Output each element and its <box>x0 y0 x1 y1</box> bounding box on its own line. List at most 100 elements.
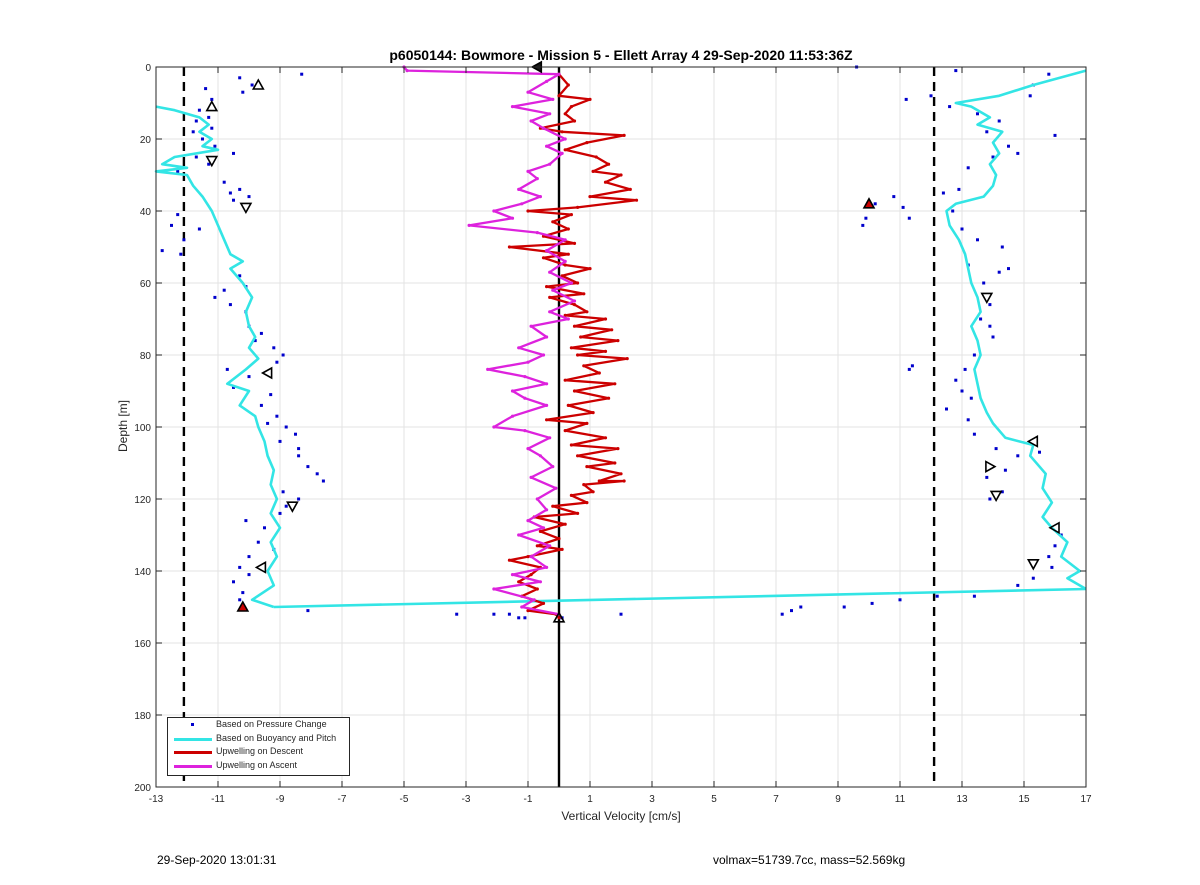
descent-line-point <box>594 155 598 159</box>
descent-line-point <box>541 601 546 606</box>
pressure-change-point <box>1047 555 1051 559</box>
pressure-change-point <box>1047 72 1051 76</box>
pressure-change-point <box>780 612 784 616</box>
pressure-change-point <box>492 612 496 616</box>
triangle-marker <box>205 155 219 168</box>
ascent-line-point <box>554 486 558 490</box>
descent-line-point <box>582 292 586 296</box>
pressure-change-point <box>991 335 995 339</box>
descent-line-point <box>591 411 595 415</box>
pressure-change-point <box>300 72 304 76</box>
pressure-change-point <box>1007 144 1010 148</box>
descent-line-point <box>557 537 561 541</box>
pressure-change-point <box>247 375 251 379</box>
legend-swatch-ascent <box>174 764 212 768</box>
descent-line-point <box>566 227 570 231</box>
descent-line-point <box>560 130 564 134</box>
pressure-change-point <box>247 573 251 577</box>
pressure-change-point <box>238 565 242 569</box>
descent-line-point <box>557 94 561 98</box>
pressure-change-point <box>988 303 992 307</box>
legend-label-pressure: Based on Pressure Change <box>216 719 327 729</box>
descent-line-point <box>628 187 632 191</box>
descent-line-point <box>572 324 577 328</box>
descent-line-point <box>535 544 539 548</box>
pressure-change-point <box>228 303 232 307</box>
y-tick-label: 140 <box>134 567 151 578</box>
ascent-line-point <box>492 587 496 591</box>
buoyancy-pitch-line <box>273 587 1087 609</box>
pressure-change-point <box>284 504 288 508</box>
descent-line-point <box>585 310 589 314</box>
pressure-change-point <box>799 605 803 609</box>
descent-line-point <box>588 267 592 271</box>
buoyancy-pitch-line <box>154 105 282 609</box>
descent-line-point <box>622 133 626 137</box>
pressure-change-point <box>948 105 952 109</box>
triangle-marker <box>862 197 876 209</box>
descent-line <box>508 73 638 619</box>
descent-line-point <box>619 472 623 476</box>
pressure-change-point <box>988 497 992 501</box>
descent-line-point <box>582 483 586 487</box>
descent-line-point <box>507 558 511 562</box>
descent-line-point <box>576 353 580 357</box>
ascent-line-point <box>517 346 521 350</box>
pressure-change-point <box>297 497 301 501</box>
y-tick-label: 100 <box>134 423 151 434</box>
ascent-line-point <box>510 105 515 109</box>
ascent-line-point <box>541 526 546 530</box>
pressure-change-point <box>507 612 511 616</box>
ascent-line-point <box>557 72 561 76</box>
ascent-line-point <box>563 137 567 141</box>
ascent-line-point <box>538 195 543 199</box>
pressure-change-point <box>179 252 183 256</box>
descent-line-point <box>603 317 608 321</box>
pressure-change-point <box>272 346 276 350</box>
descent-line-point <box>548 295 552 299</box>
ascent-line-point <box>572 299 577 303</box>
descent-line-point <box>603 180 608 184</box>
pressure-change-point <box>945 407 948 411</box>
pressure-change-point <box>907 216 911 220</box>
pressure-change-point <box>842 605 846 609</box>
pressure-change-point <box>864 216 868 220</box>
legend-item-pressure: Based on Pressure Change <box>168 718 349 732</box>
x-tick-label: 7 <box>773 794 779 805</box>
ascent-line-point <box>551 288 555 292</box>
descent-line-point <box>569 493 574 497</box>
ascent-line-point <box>545 382 549 386</box>
pressure-change-point <box>201 137 204 141</box>
descent-line-point <box>566 83 570 87</box>
pressure-change-point <box>170 223 173 227</box>
ascent-line-point <box>526 360 530 364</box>
legend-label-descent: Upwelling on Descent <box>216 746 304 756</box>
pressure-change-point <box>904 97 908 101</box>
legend: Based on Pressure Change Based on Buoyan… <box>167 717 350 776</box>
pressure-change-point <box>951 209 955 213</box>
y-tick-label: 40 <box>140 207 152 218</box>
y-axis-label: Depth [m] <box>116 400 130 452</box>
ascent-line-point <box>529 475 533 479</box>
descent-line-point <box>585 421 589 425</box>
descent-line-point <box>563 378 567 382</box>
pressure-change-point <box>901 205 905 209</box>
pressure-change-point <box>238 274 242 278</box>
ascent-line-point <box>529 324 533 328</box>
triangle-marker <box>552 611 566 623</box>
pressure-change-point <box>315 472 319 476</box>
descent-line-point <box>563 313 567 317</box>
x-tick-label: 17 <box>1080 794 1092 805</box>
descent-line-point <box>563 263 567 267</box>
triangle-marker <box>1048 521 1060 535</box>
pressure-change-point <box>1053 133 1057 137</box>
ascent-line-point <box>545 79 549 83</box>
descent-line-point <box>597 479 601 483</box>
ascent-line-point <box>538 580 543 584</box>
descent-line-point <box>541 256 546 260</box>
ascent-line-point <box>529 555 533 559</box>
ascent-line-point <box>566 317 570 321</box>
chart-title: p6050144: Bowmore - Mission 5 - Ellett A… <box>389 47 853 63</box>
ascent-line-point <box>551 465 555 469</box>
legend-swatch-buoyancy <box>174 737 212 741</box>
